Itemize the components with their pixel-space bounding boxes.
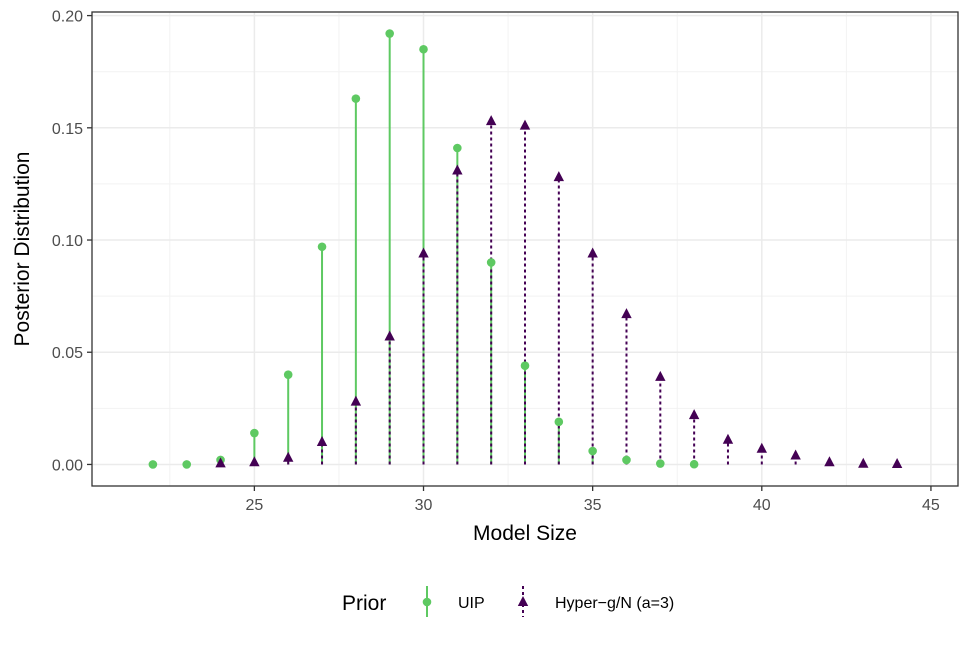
uip-point <box>689 459 699 469</box>
hyper-g-point <box>587 247 598 258</box>
hyper-g-point <box>891 458 903 469</box>
uip-point <box>250 428 259 438</box>
legend-key-hyper-g <box>517 586 529 617</box>
hyper-g-point <box>485 115 497 126</box>
stems <box>219 33 899 465</box>
x-tick-label: 45 <box>922 497 940 514</box>
hyper-g-point <box>384 330 395 341</box>
hyper-g-point <box>621 308 632 319</box>
panel-border <box>91 11 959 487</box>
uip-point <box>385 29 394 38</box>
hyper-g-point <box>688 409 700 420</box>
hyper-g-point <box>858 457 869 468</box>
uip-point <box>317 242 327 252</box>
hyper-g-point <box>316 436 328 447</box>
axis-ticks: 25 30 35 40 45 0.00 0.05 0.10 0.15 0.20 <box>52 9 940 514</box>
y-tick-label: 0.20 <box>52 9 83 26</box>
uip-point <box>486 258 496 267</box>
hyper-g-point <box>722 433 734 444</box>
hyper-g-point <box>249 456 260 467</box>
hyper-g-point <box>756 442 767 453</box>
y-tick-label: 0.10 <box>52 233 83 250</box>
hyper-g-point <box>553 171 565 182</box>
x-tick-label: 30 <box>415 497 433 514</box>
uip-point <box>419 44 428 54</box>
legend-title: Prior <box>342 592 386 615</box>
x-tick-label: 40 <box>753 497 771 514</box>
uip-point <box>554 417 564 427</box>
uip-point <box>182 460 192 469</box>
uip-point <box>520 361 530 371</box>
hyper-g-point <box>790 449 801 460</box>
hyper-g-point <box>418 247 429 258</box>
y-tick-label: 0.05 <box>52 345 83 362</box>
legend-label-hyper-g: Hyper−g/N (a=3) <box>555 595 674 612</box>
x-tick-label: 35 <box>584 497 602 514</box>
y-axis-title: Posterior Distribution <box>11 152 34 347</box>
markers <box>148 29 903 469</box>
uip-point <box>351 94 361 103</box>
uip-point <box>588 446 597 456</box>
legend-label-uip: UIP <box>458 595 485 612</box>
hyper-g-point <box>283 451 294 462</box>
legend-key-uip <box>422 586 432 617</box>
hyper-g-point <box>215 457 226 468</box>
hyper-g-point <box>519 119 531 130</box>
uip-point <box>453 143 462 153</box>
uip-point <box>148 460 158 469</box>
y-tick-label: 0.00 <box>52 457 83 474</box>
uip-point <box>656 459 665 468</box>
y-tick-label: 0.15 <box>52 121 83 138</box>
hyper-g-point <box>452 164 463 175</box>
uip-point <box>622 455 631 465</box>
legend: Prior UIP Hyper−g/N (a=3) <box>342 586 674 617</box>
legend-hyper-g-marker <box>517 596 529 606</box>
legend-uip-marker <box>422 597 432 607</box>
x-axis-title: Model Size <box>473 522 577 545</box>
uip-point <box>283 370 293 379</box>
hyper-g-point <box>824 456 835 467</box>
hyper-g-point <box>655 370 666 381</box>
hyper-g-point <box>350 395 362 406</box>
x-tick-label: 25 <box>245 497 263 514</box>
